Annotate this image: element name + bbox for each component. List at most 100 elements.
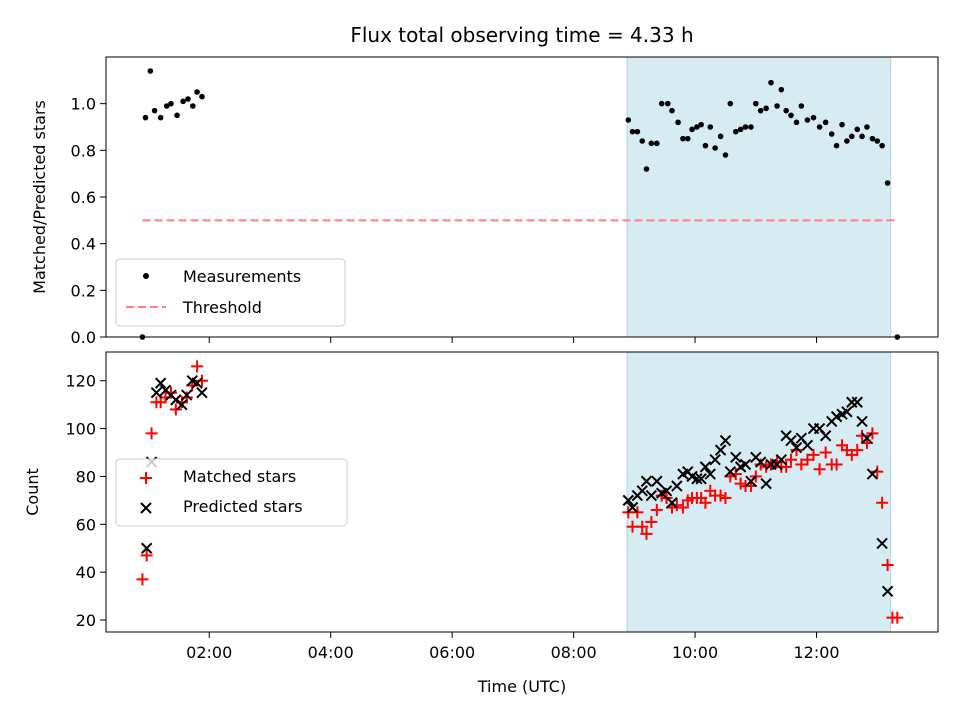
measurement-point bbox=[742, 124, 749, 130]
matched-point bbox=[819, 446, 832, 459]
bottom-y-label: Count bbox=[23, 468, 42, 516]
measurement-point bbox=[654, 140, 660, 147]
measurement-point bbox=[884, 180, 891, 186]
bottom-y-tick: 40 bbox=[76, 563, 106, 582]
measurement-point bbox=[844, 138, 850, 144]
measurement-point bbox=[748, 124, 754, 130]
measurement-point bbox=[804, 117, 811, 123]
measurement-point bbox=[753, 100, 759, 107]
predicted-point bbox=[140, 542, 153, 554]
measurement-point bbox=[732, 128, 739, 135]
predicted-point bbox=[790, 442, 803, 454]
measurement-point bbox=[864, 124, 870, 130]
matched-point bbox=[801, 453, 814, 466]
matched-point bbox=[640, 527, 653, 540]
matched-point bbox=[719, 491, 732, 504]
matched-point bbox=[891, 611, 904, 624]
bottom-y-tick: 60 bbox=[76, 515, 106, 534]
top-y-tick: 0.0 bbox=[71, 328, 106, 347]
predicted-point bbox=[754, 456, 767, 468]
x-tick-label: 04:00 bbox=[308, 643, 354, 662]
measurement-point bbox=[190, 103, 196, 109]
measurement-point bbox=[639, 138, 646, 144]
predicted-point bbox=[704, 468, 716, 480]
predicted-point bbox=[724, 465, 737, 478]
predicted-point bbox=[801, 439, 814, 452]
predicted-point bbox=[760, 477, 772, 490]
predicted-point bbox=[841, 406, 853, 418]
highlight-span-top bbox=[626, 56, 892, 338]
matched-point bbox=[650, 503, 663, 516]
bottom-y-tick: 80 bbox=[76, 467, 106, 486]
x-tick-label: 02:00 bbox=[186, 643, 232, 662]
top-y-tick-label: 0.4 bbox=[71, 235, 96, 254]
predicted-point bbox=[739, 458, 752, 471]
measurement-point bbox=[854, 126, 861, 133]
measurement-point bbox=[157, 114, 164, 121]
measurement-point bbox=[816, 124, 823, 130]
predicted-point bbox=[714, 444, 727, 456]
bottom-y-tick-label: 80 bbox=[76, 467, 96, 486]
matched-point bbox=[795, 458, 808, 471]
bottom-y-tick-label: 40 bbox=[76, 563, 96, 582]
measurement-point bbox=[694, 124, 700, 130]
predicted-point bbox=[651, 475, 663, 487]
measurement-point bbox=[874, 138, 881, 144]
matched-point bbox=[851, 444, 864, 457]
bottom-panel: 20 40 60 80 100 120 02:00 04:00 06:00 08:00 10:00… bbox=[23, 351, 939, 696]
predicted-point bbox=[775, 453, 788, 466]
x-tick: 08:00 bbox=[551, 632, 597, 662]
x-tick: 10:00 bbox=[672, 632, 718, 662]
predicted-point bbox=[660, 485, 673, 497]
bottom-axes-frame bbox=[105, 351, 939, 633]
x-tick-label: 08:00 bbox=[551, 643, 597, 662]
predicted-point bbox=[695, 473, 707, 485]
predicted-point bbox=[154, 377, 167, 389]
legend-predicted-marker bbox=[140, 502, 152, 514]
predicted-point bbox=[176, 398, 188, 411]
predicted-point bbox=[666, 497, 678, 509]
legend-matched-label: Matched stars bbox=[183, 467, 296, 486]
predicted-point bbox=[191, 377, 203, 389]
measurement-point bbox=[859, 133, 865, 140]
predicted-point bbox=[866, 468, 879, 480]
measurement-point bbox=[774, 103, 780, 109]
matched-point bbox=[871, 465, 884, 478]
predicted-point bbox=[622, 494, 634, 507]
measurement-point bbox=[680, 135, 686, 142]
x-tick-label: 06:00 bbox=[429, 643, 475, 662]
top-legend-box bbox=[115, 258, 346, 327]
measurement-point bbox=[664, 100, 671, 107]
predicted-point bbox=[691, 473, 703, 485]
measurement-point bbox=[163, 103, 170, 109]
x-tick-label: 12:00 bbox=[793, 643, 839, 662]
matched-point bbox=[699, 496, 712, 509]
chart-title: Flux total observing time = 4.33 h bbox=[350, 23, 693, 47]
matched-point bbox=[807, 448, 820, 461]
measurement-point bbox=[722, 152, 729, 158]
top-x-ticks bbox=[208, 337, 818, 343]
top-y-tick-label: 0.8 bbox=[71, 141, 96, 160]
top-axes-frame bbox=[105, 56, 939, 338]
measurement-point bbox=[675, 119, 681, 126]
measurement-point bbox=[869, 135, 876, 142]
matched-point bbox=[676, 501, 689, 514]
measurement-point bbox=[634, 128, 641, 135]
measurement-point bbox=[763, 105, 769, 112]
top-y-tick: 0.8 bbox=[71, 141, 106, 160]
bottom-y-tick-label: 20 bbox=[76, 611, 96, 630]
top-y-tick: 0.6 bbox=[71, 188, 106, 207]
matched-point bbox=[136, 573, 149, 586]
predicted-point bbox=[645, 489, 658, 502]
legend-matched-marker bbox=[140, 472, 152, 484]
bottom-y-tick-label: 120 bbox=[65, 372, 96, 391]
predicted-point bbox=[640, 475, 653, 487]
measurement-point bbox=[839, 121, 845, 128]
legend-measurements-label: Measurements bbox=[183, 267, 301, 286]
measurement-point bbox=[168, 100, 174, 107]
matched-point bbox=[754, 458, 767, 471]
measurements-series bbox=[139, 68, 901, 340]
measurement-point bbox=[717, 133, 724, 140]
matched-point bbox=[866, 427, 879, 440]
x-tick: 06:00 bbox=[429, 632, 475, 662]
